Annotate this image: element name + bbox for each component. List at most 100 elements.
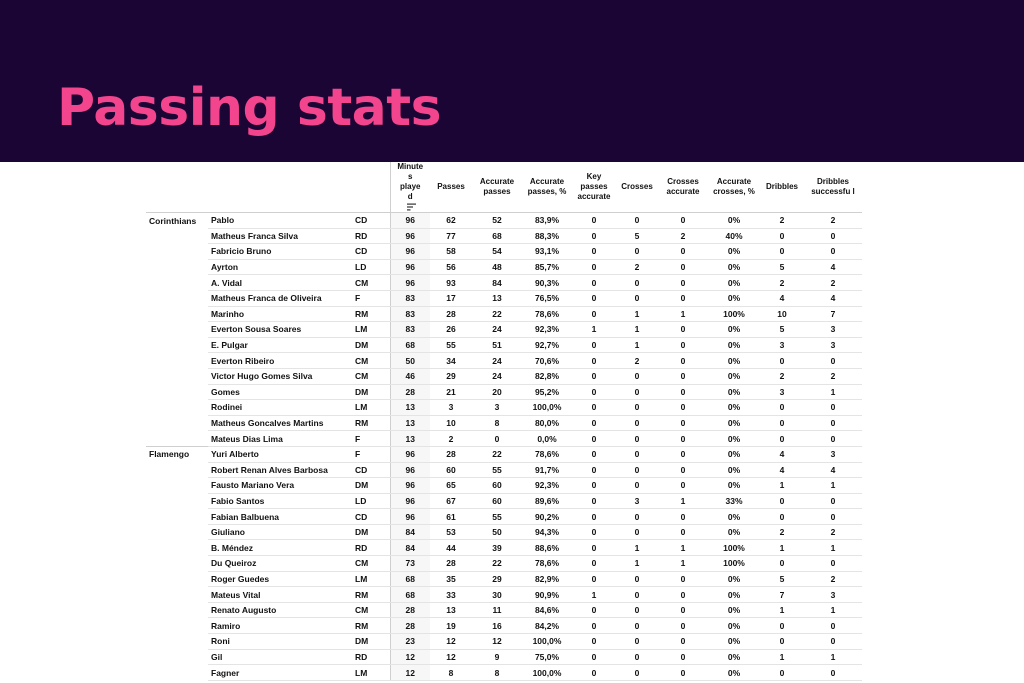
table-row: Du Queiroz CM 73 28 22 78,6% 0 1 1 100% 0 0: [146, 555, 862, 572]
stat-minutes: 96: [389, 228, 430, 245]
stat-accurate-crosses-pct: 0%: [708, 274, 760, 291]
stat-crosses: 0: [616, 617, 658, 635]
stat-key-passes: 0: [572, 664, 616, 681]
table-row: Robert Renan Alves Barbosa CD 96 60 55 91,7% 0…: [146, 462, 862, 479]
column-header-accurate-passes[interactable]: Accurate passes: [472, 162, 522, 213]
stat-passes: 65: [430, 477, 472, 494]
stat-dribbles: 5: [760, 321, 804, 338]
team-cell-empty: [146, 540, 208, 556]
team-cell-empty: [146, 228, 208, 244]
stat-crosses-accurate: 1: [658, 555, 708, 572]
table-row: Matheus Franca de Oliveira F 83 17 13 76,5% 0 0…: [146, 290, 862, 307]
stat-dribbles: 1: [760, 539, 804, 557]
stat-crosses: 0: [616, 399, 658, 416]
team-cell-empty: [146, 665, 208, 681]
column-header-accurate-passes-pct[interactable]: Accurate passes, %: [522, 162, 572, 213]
player-position: RD: [352, 649, 390, 666]
team-cell-empty: [146, 649, 208, 665]
header-banner: Passing stats: [0, 0, 1024, 162]
stat-accurate-passes-pct: 78,6%: [522, 306, 572, 323]
table-row: Roni DM 23 12 12 100,0% 0 0 0 0% 0 0: [146, 633, 862, 650]
column-header-crosses[interactable]: Crosses: [616, 162, 658, 213]
stat-passes: 93: [430, 274, 472, 291]
stat-accurate-passes: 39: [472, 539, 522, 557]
stat-key-passes: 0: [572, 602, 616, 619]
stat-crosses-accurate: 0: [658, 259, 708, 276]
player-position: F: [352, 430, 390, 447]
stat-accurate-crosses-pct: 0%: [708, 430, 760, 447]
stat-minutes: 50: [389, 352, 430, 369]
table-row: Roger Guedes LM 68 35 29 82,9% 0 0 0 0% 5 2: [146, 571, 862, 588]
stat-key-passes: 0: [572, 337, 616, 354]
column-header-crosses-accurate[interactable]: Crosses accurate: [658, 162, 708, 213]
table-row: Mateus Dias Lima F 13 2 0 0,0% 0 0 0 0% 0 0: [146, 430, 862, 447]
team-cell-empty: [146, 259, 208, 275]
player-position: CM: [352, 602, 390, 619]
team-cell-empty: [146, 602, 208, 618]
stat-accurate-passes: 60: [472, 493, 522, 510]
stat-accurate-passes-pct: 90,2%: [522, 508, 572, 525]
player-position: CM: [352, 274, 390, 291]
team-cell-empty: [146, 618, 208, 634]
stat-passes: 12: [430, 649, 472, 666]
table-row: B. Méndez RD 84 44 39 88,6% 0 1 1 100% 1 1: [146, 539, 862, 557]
table-row: Ramiro RM 28 19 16 84,2% 0 0 0 0% 0 0: [146, 617, 862, 635]
stat-crosses: 5: [616, 228, 658, 245]
stat-dribbles-successful: 3: [804, 337, 862, 354]
stat-accurate-passes-pct: 83,9%: [522, 212, 572, 229]
stat-accurate-crosses-pct: 33%: [708, 493, 760, 510]
stat-crosses: 0: [616, 212, 658, 229]
player-name: Victor Hugo Gomes Silva: [208, 368, 352, 385]
stat-accurate-passes: 20: [472, 384, 522, 401]
stat-key-passes: 0: [572, 290, 616, 307]
column-header-accurate-crosses-pct[interactable]: Accurate crosses, %: [708, 162, 760, 213]
column-header-key-passes[interactable]: Key passes accurate: [572, 162, 616, 213]
team-cell-empty: [146, 431, 208, 447]
stat-crosses-accurate: 0: [658, 321, 708, 338]
stat-minutes: 13: [389, 430, 430, 447]
column-header-minutes[interactable]: Minute s playe d: [389, 162, 430, 213]
stat-accurate-crosses-pct: 100%: [708, 306, 760, 323]
stat-accurate-passes-pct: 92,7%: [522, 337, 572, 354]
stat-accurate-passes-pct: 94,3%: [522, 524, 572, 541]
stat-passes: 56: [430, 259, 472, 276]
stat-passes: 28: [430, 306, 472, 323]
stat-crosses: 0: [616, 633, 658, 650]
stats-table-container: Minute s playe d Passes Accurate passes …: [146, 162, 862, 681]
stat-passes: 58: [430, 243, 472, 260]
stat-accurate-crosses-pct: 0%: [708, 384, 760, 401]
column-header-dribbles-successful[interactable]: Dribbles successfu l: [804, 162, 862, 213]
stat-dribbles-successful: 4: [804, 259, 862, 276]
stat-passes: 10: [430, 415, 472, 432]
stat-accurate-passes: 54: [472, 243, 522, 260]
stat-dribbles-successful: 0: [804, 415, 862, 432]
player-name: Everton Ribeiro: [208, 352, 352, 369]
stat-accurate-passes: 48: [472, 259, 522, 276]
player-position: RM: [352, 415, 390, 432]
stat-crosses-accurate: 0: [658, 384, 708, 401]
stat-accurate-crosses-pct: 0%: [708, 415, 760, 432]
table-row: Marinho RM 83 28 22 78,6% 0 1 1 100% 10 7: [146, 306, 862, 323]
sort-descending-icon[interactable]: [407, 203, 417, 211]
player-position: RM: [352, 586, 390, 603]
player-position: DM: [352, 477, 390, 494]
stat-crosses: 0: [616, 430, 658, 447]
stat-passes: 28: [430, 446, 472, 463]
stat-accurate-passes: 22: [472, 446, 522, 463]
stat-dribbles: 7: [760, 586, 804, 603]
stat-passes: 2: [430, 430, 472, 447]
player-name: Giuliano: [208, 524, 352, 541]
stat-dribbles-successful: 0: [804, 664, 862, 681]
stat-crosses: 0: [616, 477, 658, 494]
column-header-passes[interactable]: Passes: [430, 162, 472, 213]
stat-crosses: 1: [616, 337, 658, 354]
column-header-dribbles[interactable]: Dribbles: [760, 162, 804, 213]
player-name: E. Pulgar: [208, 337, 352, 354]
stat-minutes: 96: [389, 243, 430, 260]
stat-crosses: 0: [616, 368, 658, 385]
stat-dribbles-successful: 0: [804, 228, 862, 245]
player-position: DM: [352, 524, 390, 541]
table-row: A. Vidal CM 96 93 84 90,3% 0 0 0 0% 2 2: [146, 274, 862, 291]
stat-crosses-accurate: 0: [658, 430, 708, 447]
stat-minutes: 83: [389, 321, 430, 338]
